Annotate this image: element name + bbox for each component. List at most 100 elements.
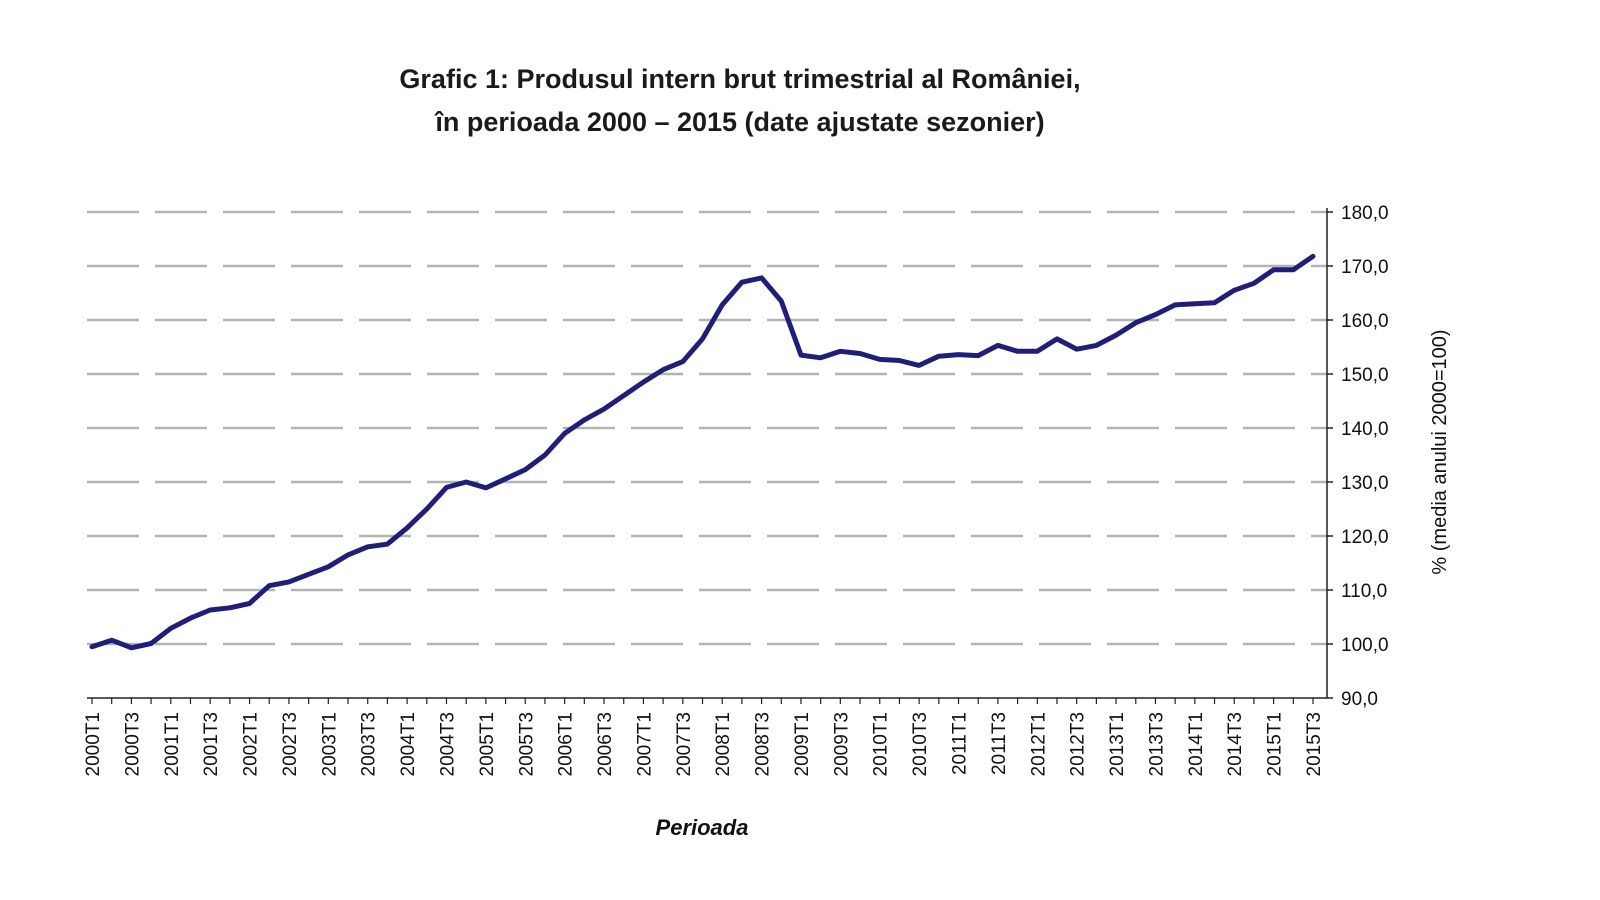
data-point-2001T2	[188, 616, 193, 621]
x-tick-label: 2009T3	[831, 712, 852, 776]
data-point-2015T1	[1271, 267, 1276, 272]
data-point-2012T2	[1054, 336, 1059, 341]
series-line-pib	[89, 253, 1316, 651]
data-point-2014T4	[1251, 281, 1256, 286]
data-point-2004T1	[405, 525, 410, 530]
y-tick-label: 90,0	[1341, 689, 1378, 710]
data-point-2004T4	[464, 480, 469, 485]
data-point-2000T2	[109, 638, 114, 643]
x-tick-label: 2003T1	[319, 712, 340, 776]
y-tick-label: 170,0	[1341, 257, 1389, 278]
x-tick-label: 2010T1	[871, 712, 892, 776]
x-tick-label: 2002T1	[241, 712, 262, 776]
data-point-2008T4	[779, 299, 784, 304]
x-tick-label: 2012T3	[1068, 712, 1089, 776]
x-tick-label: 2000T3	[122, 712, 143, 776]
data-point-2002T3	[286, 579, 291, 584]
x-tick-label: 2002T3	[280, 712, 301, 776]
axes	[87, 208, 1328, 699]
data-point-2005T2	[503, 476, 508, 481]
data-point-2007T4	[700, 336, 705, 341]
data-point-2012T1	[1035, 349, 1040, 354]
data-point-2006T2	[582, 417, 587, 422]
x-tick-label: 2001T1	[162, 712, 183, 776]
data-point-2012T4	[1094, 343, 1099, 348]
x-tick-label: 2010T3	[910, 712, 931, 776]
data-point-2001T3	[208, 607, 213, 612]
data-point-2013T2	[1133, 320, 1138, 325]
chart-title-block: Grafic 1: Produsul intern brut trimestri…	[0, 58, 1480, 144]
x-tick-label: 2005T3	[516, 712, 537, 776]
y-tick-label: 120,0	[1341, 527, 1389, 548]
x-tick-label: 2014T3	[1225, 712, 1246, 776]
gridlines	[87, 210, 1327, 646]
data-point-2006T1	[562, 431, 567, 436]
y-tick-label: 180,0	[1341, 203, 1389, 224]
data-point-2014T2	[1212, 300, 1217, 305]
data-point-2000T1	[90, 644, 95, 649]
data-point-2009T3	[838, 349, 843, 354]
data-point-2015T3	[1311, 254, 1316, 259]
data-point-2008T2	[739, 280, 744, 285]
data-point-2007T1	[641, 380, 646, 385]
x-tick-label: 2015T3	[1304, 712, 1325, 776]
data-point-2010T2	[897, 358, 902, 363]
data-point-2003T2	[346, 552, 351, 557]
data-point-2005T1	[483, 485, 488, 490]
data-point-2003T3	[365, 544, 370, 549]
data-point-2009T1	[798, 353, 803, 358]
x-axis-ticks: 2000T1 2000T3 2001T1 2001T3 2002T1 2002T3 2003…	[83, 698, 1325, 776]
x-tick-label: 2014T1	[1186, 712, 1207, 776]
x-tick-label: 2008T3	[753, 712, 774, 776]
data-point-2003T4	[385, 542, 390, 547]
chart-subtitle: în perioada 2000 – 2015 (date ajustate s…	[435, 107, 1045, 137]
x-tick-label: 2006T1	[556, 712, 577, 776]
data-point-2008T3	[759, 275, 764, 280]
data-point-2013T1	[1114, 333, 1119, 338]
data-point-2011T4	[1015, 349, 1020, 354]
x-tick-label: 2003T3	[359, 712, 380, 776]
x-tick-label: 2000T1	[83, 712, 104, 776]
x-tick-label: 2004T3	[437, 712, 458, 776]
x-tick-label: 2001T3	[201, 712, 222, 776]
data-point-2003T1	[326, 564, 331, 569]
y-tick-label: 160,0	[1341, 311, 1389, 332]
x-axis-title: Perioada	[656, 815, 749, 840]
x-tick-label: 2013T1	[1107, 712, 1128, 776]
x-tick-label: 2015T1	[1265, 712, 1286, 776]
data-point-2000T3	[129, 645, 134, 650]
data-point-2010T1	[877, 357, 882, 362]
x-tick-label: 2012T1	[1028, 712, 1049, 776]
x-tick-label: 2011T3	[989, 712, 1010, 775]
y-tick-label: 130,0	[1341, 473, 1389, 494]
x-tick-label: 2011T1	[950, 712, 971, 775]
data-point-2015T2	[1291, 267, 1296, 272]
y-tick-label: 100,0	[1341, 635, 1389, 656]
data-point-2010T3	[917, 363, 922, 368]
data-point-2008T1	[720, 302, 725, 307]
chart-title: Grafic 1: Produsul intern brut trimestri…	[399, 64, 1081, 94]
x-tick-label: 2007T1	[634, 712, 655, 776]
data-point-2014T1	[1192, 301, 1197, 306]
data-point-2001T1	[168, 626, 173, 631]
data-point-2011T2	[976, 353, 981, 358]
data-point-2002T2	[267, 583, 272, 588]
data-point-2004T3	[444, 485, 449, 490]
x-tick-label: 2006T3	[595, 712, 616, 776]
data-point-2013T3	[1153, 312, 1158, 317]
y-tick-label: 110,0	[1341, 581, 1387, 602]
data-point-2010T4	[936, 354, 941, 359]
data-point-2006T4	[621, 393, 626, 398]
data-point-2011T3	[995, 343, 1000, 348]
data-point-2007T3	[680, 359, 685, 364]
x-tick-label: 2004T1	[398, 712, 419, 776]
series-group	[89, 253, 1316, 651]
data-point-2005T4	[542, 453, 547, 458]
data-point-2014T3	[1232, 288, 1237, 293]
y-axis-ticks: 90,0 100,0 110,0 120,0 130,0 140,0 150,0 160,0 1…	[1327, 203, 1389, 710]
x-tick-label: 2009T1	[792, 712, 813, 776]
data-point-2001T4	[227, 605, 232, 610]
data-point-2012T3	[1074, 347, 1079, 352]
data-point-2007T2	[661, 367, 666, 372]
